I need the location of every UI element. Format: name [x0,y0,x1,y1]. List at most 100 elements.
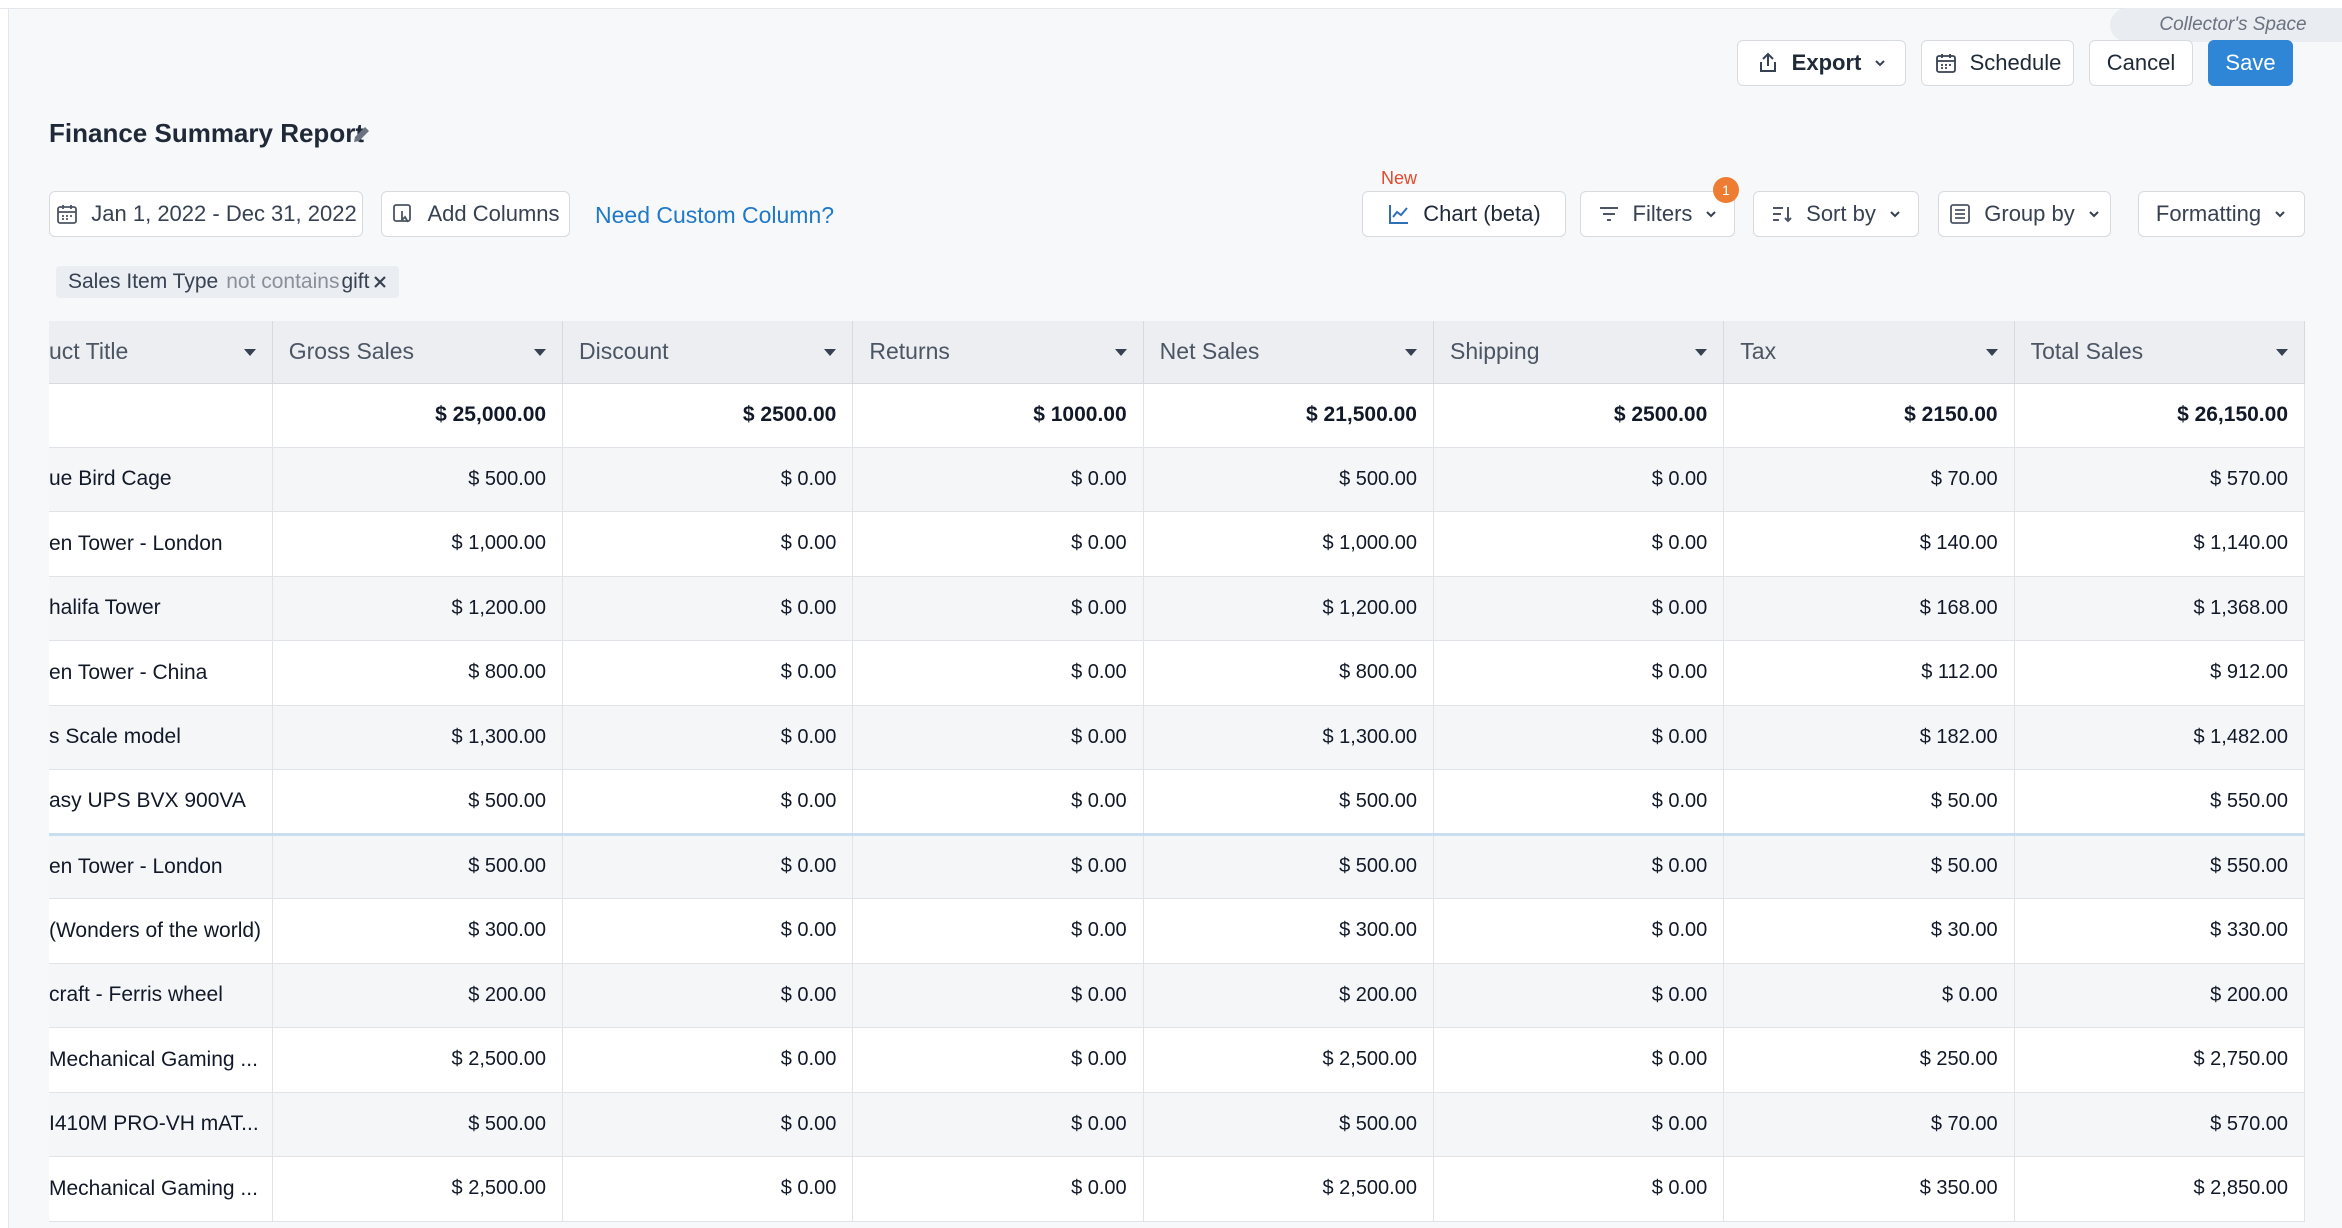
amount-cell: $ 0.00 [1433,898,1725,964]
cancel-label: Cancel [2106,50,2176,75]
workspace-label: Collector's Space [2159,14,2307,35]
pencil-icon[interactable] [352,124,372,144]
amount-cell: $ 500.00 [272,832,564,899]
column-header[interactable]: Shipping [1433,321,1725,384]
filter-value: gift [341,270,370,293]
amount-cell: $ 1,368.00 [2014,576,2305,641]
cancel-button[interactable]: Cancel [2089,40,2193,86]
totals-row[interactable]: $ 25,000.00 $ 2500.00 $ 1000.00 $ 21,500.00… [49,383,2305,448]
amount-cell: $ 0.00 [1433,1027,1725,1093]
save-label: Save [2225,50,2276,75]
amount-cell: $ 1,300.00 [272,705,564,770]
add-columns-label: Add Columns [427,201,560,226]
table-row[interactable]: asy UPS BVX 900VA $ 500.00 $ 0.00 $ 0.00 $ 5… [49,769,2305,835]
amount-cell: $ 200.00 [2014,963,2305,1028]
column-header[interactable]: Total Sales [2014,321,2305,384]
amount-cell: $ 0.00 [1433,1156,1725,1222]
product-title-cell [49,383,273,448]
filter-chip[interactable]: Sales Item Type not contains gift [56,266,400,298]
amount-cell: $ 25,000.00 [272,383,564,448]
product-title-cell: s Scale model [49,705,273,770]
amount-cell: $ 0.00 [562,447,854,512]
formatting-button[interactable]: Formatting [2138,191,2305,237]
amount-cell: $ 50.00 [1723,769,2015,835]
product-title-cell: en Tower - London [49,832,273,899]
table-row[interactable]: ue Bird Cage $ 500.00 $ 0.00 $ 0.00 $ 500.00… [49,447,2305,512]
amount-cell: $ 182.00 [1723,705,2015,770]
export-button[interactable]: Export [1737,40,1906,86]
amount-cell: $ 570.00 [2014,447,2305,512]
top-border [0,8,2342,9]
workspace-tab[interactable]: Collector's Space [2110,8,2342,42]
schedule-button[interactable]: Schedule [1921,40,2074,86]
amount-cell: $ 550.00 [2014,769,2305,835]
group-button[interactable]: Group by [1938,191,2111,237]
amount-cell: $ 2500.00 [1433,383,1725,448]
amount-cell: $ 0.00 [1433,963,1725,1028]
line-chart-icon [1389,205,1409,224]
table-row[interactable]: I410M PRO-VH mAT... $ 500.00 $ 0.00 $ 0.00 $… [49,1092,2305,1157]
table-row[interactable]: en Tower - London $ 1,000.00 $ 0.00 $ 0.00 $… [49,511,2305,577]
amount-cell: $ 1,200.00 [272,576,564,641]
column-header[interactable]: Tax [1723,321,2015,384]
column-header[interactable]: Returns [852,321,1144,384]
date-range-picker[interactable]: Jan 1, 2022 - Dec 31, 2022 [49,191,363,237]
chart-label: Chart (beta) [1423,201,1541,226]
chevron-down-icon [1875,60,1886,67]
amount-cell: $ 500.00 [1143,1092,1434,1157]
amount-cell: $ 500.00 [1143,832,1434,899]
amount-cell: $ 0.00 [1433,447,1725,512]
upload-icon [1759,52,1776,72]
export-label: Export [1791,50,1862,75]
amount-cell: $ 1,000.00 [1143,511,1434,577]
amount-cell: $ 0.00 [1433,1092,1725,1157]
table-row[interactable]: en Tower - China $ 800.00 $ 0.00 $ 0.00 $ 80… [49,640,2305,706]
left-border [8,8,9,1228]
amount-cell: $ 0.00 [562,576,854,641]
column-header[interactable]: Discount [562,321,854,384]
amount-cell: $ 50.00 [1723,832,2015,899]
amount-cell: $ 500.00 [1143,769,1434,835]
table-row[interactable]: halifa Tower $ 1,200.00 $ 0.00 $ 0.00 $ 1,20… [49,576,2305,641]
amount-cell: $ 2,850.00 [2014,1156,2305,1222]
chart-button[interactable]: Chart (beta) [1362,191,1566,237]
product-title-cell: (Wonders of the world) [49,898,273,964]
sort-button[interactable]: Sort by [1753,191,1919,237]
close-icon[interactable] [373,275,387,289]
new-badge: New [1381,168,1418,188]
amount-cell: $ 1,300.00 [1143,705,1434,770]
column-header[interactable]: Gross Sales [272,321,564,384]
table-row[interactable]: en Tower - London $ 500.00 $ 0.00 $ 0.00 $ 5… [49,832,2305,899]
amount-cell: $ 500.00 [272,769,564,835]
amount-cell: $ 2500.00 [562,383,854,448]
group-label: Group by [1984,201,2075,226]
amount-cell: $ 0.00 [1433,576,1725,641]
amount-cell: $ 2,500.00 [272,1027,564,1093]
table-row[interactable]: Mechanical Gaming ... $ 2,500.00 $ 0.00 $ 0… [49,1156,2305,1222]
column-header[interactable]: uct Title [49,321,273,384]
amount-cell: $ 0.00 [562,898,854,964]
amount-cell: $ 2,500.00 [1143,1156,1434,1222]
amount-cell: $ 26,150.00 [2014,383,2305,448]
filters-label: Filters [1632,201,1693,226]
column-header[interactable]: Net Sales [1143,321,1434,384]
amount-cell: $ 0.00 [852,640,1144,706]
table-row[interactable]: (Wonders of the world) $ 300.00 $ 0.00 $ 0.… [49,898,2305,964]
save-button[interactable]: Save [2208,40,2293,86]
filters-button[interactable]: Filters [1580,191,1735,237]
amount-cell: $ 0.00 [852,1156,1144,1222]
amount-cell: $ 200.00 [1143,963,1434,1028]
amount-cell: $ 330.00 [2014,898,2305,964]
table-row[interactable]: craft - Ferris wheel $ 200.00 $ 0.00 $ 0.00… [49,963,2305,1028]
custom-column-link[interactable]: Need Custom Column? [595,202,835,228]
sort-label: Sort by [1806,201,1876,226]
table-row[interactable]: Mechanical Gaming ... $ 2,500.00 $ 0.00 $ 0… [49,1027,2305,1093]
add-columns-button[interactable]: Add Columns [381,191,570,237]
amount-cell: $ 912.00 [2014,640,2305,706]
amount-cell: $ 550.00 [2014,832,2305,899]
amount-cell: $ 0.00 [852,447,1144,512]
table-row[interactable]: s Scale model $ 1,300.00 $ 0.00 $ 0.00 $ 1,3… [49,705,2305,770]
amount-cell: $ 168.00 [1723,576,2015,641]
schedule-label: Schedule [1969,50,2062,75]
amount-cell: $ 0.00 [1723,963,2015,1028]
